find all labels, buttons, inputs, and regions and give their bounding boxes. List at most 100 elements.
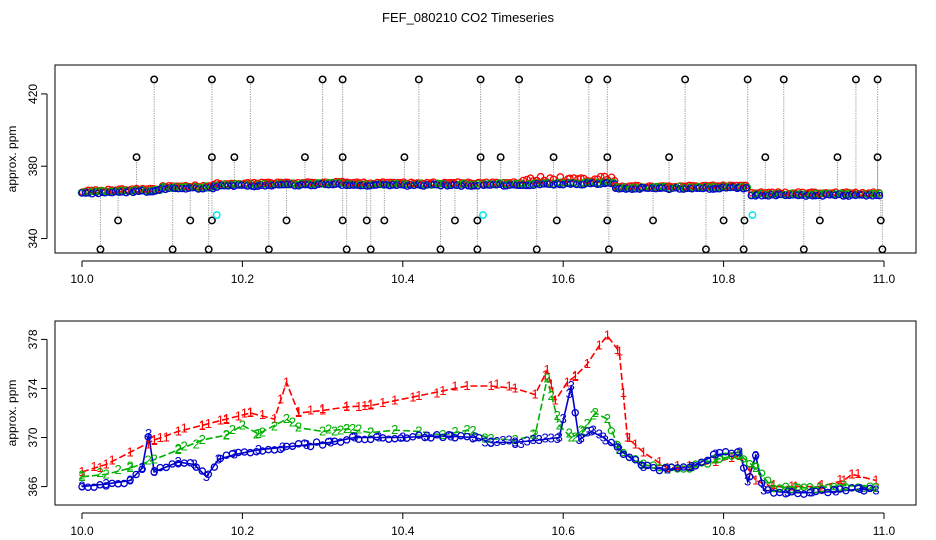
spike-point (552, 216, 561, 225)
series-vertex-label-s3: 3 (127, 472, 134, 487)
series-marker-s3 (763, 486, 772, 494)
series-vertex-label-s2: 2 (463, 422, 470, 437)
series-marker-s1: 1 (223, 412, 230, 427)
baseline-point (875, 191, 884, 200)
series-vertex-label-s3: 3 (872, 482, 879, 497)
series-marker-s1: 1 (205, 416, 212, 431)
series-vertex-label-s3: 3 (78, 479, 85, 494)
series-marker-s1: 1 (277, 391, 284, 406)
series-vertex-label-s3: 3 (588, 423, 595, 438)
series-vertex-label-s3: 3 (351, 430, 358, 445)
series-line-s2 (81, 378, 877, 489)
series-marker-s3: 3 (505, 432, 512, 447)
series-marker-s1: 1 (343, 398, 350, 413)
plot-frame-1 (54, 64, 917, 254)
series-marker-s1: 1 (632, 437, 639, 452)
spike-point (96, 245, 105, 254)
series-marker-s3: 3 (590, 423, 597, 438)
spike-connectors-1 (99, 79, 883, 250)
series-marker-s3 (745, 473, 754, 481)
series-vertex-label-s1: 1 (736, 448, 743, 463)
series-marker-s1: 1 (854, 466, 861, 481)
series-marker-s3 (276, 445, 285, 454)
series-marker-s3 (655, 466, 664, 475)
series-vertex-label-s2: 2 (640, 457, 647, 472)
series-vertex-label-s2: 2 (604, 411, 611, 426)
series-vertex-label-s2: 2 (752, 460, 759, 475)
spike-point (362, 216, 371, 225)
series-vertex-label-s3: 3 (712, 447, 719, 462)
series-marker-s2: 2 (181, 438, 188, 453)
series-vertex-label-s3: 3 (423, 428, 430, 443)
series-marker-s3 (210, 463, 219, 471)
series-marker-s3 (691, 462, 700, 470)
series-marker-s2: 2 (566, 426, 573, 441)
spike-point (532, 245, 541, 254)
baseline-point (777, 190, 786, 199)
series-marker-s2: 2 (548, 388, 555, 403)
series-marker-s1: 1 (163, 429, 170, 444)
baseline-point (392, 181, 401, 189)
series-vertex-label-s3: 3 (556, 430, 563, 445)
series-vertex-label-s1: 1 (840, 472, 847, 487)
series-marker-s1: 1 (818, 477, 825, 492)
series-vertex-label-s3: 3 (752, 448, 759, 463)
y-tick-label: 378 (26, 329, 40, 349)
series-marker-s1: 1 (451, 378, 458, 393)
series-vertex-label-s3: 3 (536, 432, 543, 447)
series-marker-s3 (288, 442, 297, 450)
series-vertex-label-s2: 2 (255, 426, 262, 441)
series-vertex-label-s3: 3 (664, 461, 671, 476)
series-vertex-label-s3: 3 (832, 484, 839, 499)
spike-point (719, 216, 728, 225)
calibration-point (479, 211, 487, 219)
series-marker-s3 (126, 476, 134, 484)
series-marker-s3 (757, 479, 766, 487)
series-marker-s3: 3 (578, 430, 585, 445)
series-vertex-label-s3: 3 (784, 485, 791, 500)
spike-point (342, 245, 351, 254)
series-marker-s3 (649, 463, 658, 472)
series-marker-s3 (186, 458, 195, 467)
series-marker-s1: 1 (90, 459, 97, 474)
series-marker-s1: 1 (770, 477, 777, 492)
series-marker-s3 (733, 448, 742, 456)
y-axis-1: 340 380 420 (26, 84, 48, 249)
baseline-point (518, 181, 527, 190)
series-marker-s3: 3 (499, 433, 506, 448)
series-vertex-label-s1: 1 (439, 383, 446, 398)
series-marker-s1: 1 (319, 401, 326, 416)
spike-point (436, 245, 445, 254)
series-vertex-label-s2: 2 (487, 431, 494, 446)
series-vertex-label-s2: 2 (391, 422, 398, 437)
x-tick-label: 11.0 (873, 272, 896, 286)
series-marker-s1: 1 (620, 385, 627, 400)
series-vertex-label-s1: 1 (572, 368, 579, 383)
y-axis-label-1: approx. ppm (5, 126, 19, 193)
series-marker-s3: 3 (548, 431, 555, 446)
series-vertex-label-s3: 3 (279, 439, 286, 454)
baseline-point (657, 183, 666, 192)
series-marker-s2: 2 (469, 423, 476, 438)
series-marker-s2: 2 (578, 423, 585, 438)
series-marker-s2: 2 (343, 421, 350, 436)
series-marker-s1: 1 (728, 450, 735, 465)
series-marker-s1: 1 (108, 452, 115, 467)
series-marker-s2 (782, 482, 790, 491)
series-vertex-label-s3: 3 (303, 437, 310, 452)
series-vertex-label-s2: 2 (580, 423, 587, 438)
series-vertex-label-s2: 2 (343, 421, 350, 436)
series-marker-s3 (306, 442, 315, 451)
baseline-point (725, 182, 734, 190)
series-vertex-label-s3: 3 (744, 474, 751, 489)
baseline-point (569, 179, 578, 188)
series-vertex-label-s3: 3 (399, 430, 406, 445)
series-vertex-label-s1: 1 (532, 387, 539, 402)
spike-point (338, 216, 347, 225)
series-marker-s2 (757, 469, 766, 477)
spike-point (761, 153, 770, 162)
series-vertex-label-s2: 2 (556, 417, 563, 432)
series-vertex-label-s2: 2 (319, 423, 326, 438)
series-marker-s2: 2 (96, 465, 103, 480)
series-vertex-label-s3: 3 (327, 434, 334, 449)
